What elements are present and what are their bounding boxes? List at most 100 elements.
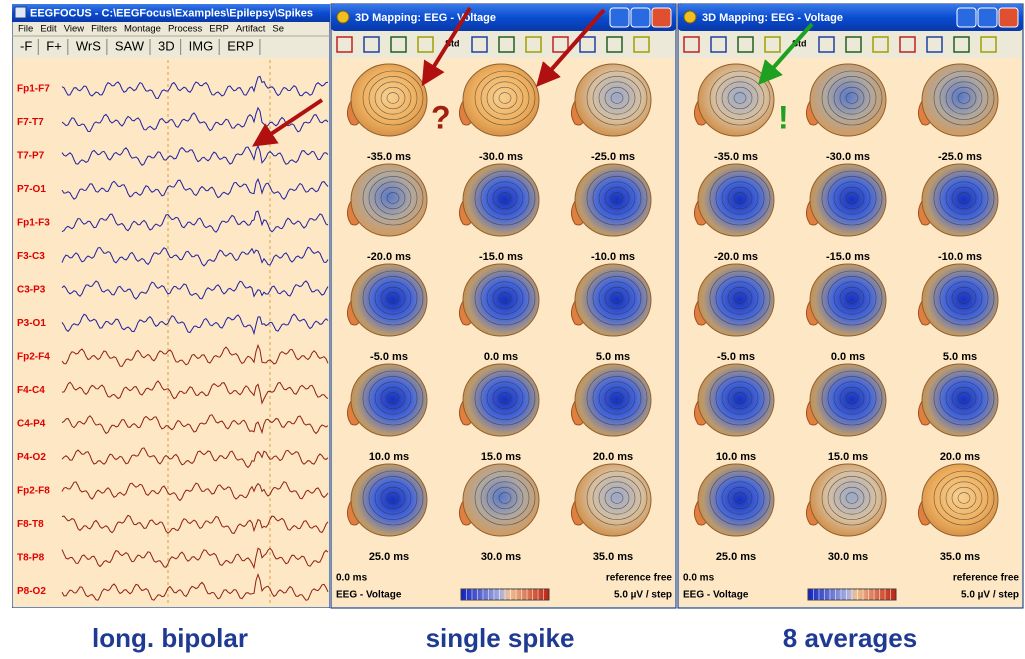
menu-item[interactable]: Artifact <box>236 24 266 35</box>
head-map <box>809 163 887 237</box>
toolbar-icon[interactable] <box>390 36 407 53</box>
contour <box>474 270 536 326</box>
toolbar-icon[interactable] <box>710 36 727 53</box>
contour <box>480 276 530 320</box>
window-close-button[interactable] <box>651 7 672 28</box>
channel-label: F3-C3 <box>17 251 45 262</box>
toolbar-icon[interactable] <box>953 36 970 53</box>
contour <box>945 381 983 415</box>
contour <box>486 81 524 115</box>
app-icon <box>336 10 350 24</box>
frame-label: -35.0 ms <box>367 151 411 163</box>
contour <box>586 470 648 526</box>
toolbar-button[interactable]: IMG <box>189 38 214 53</box>
toolbar-button[interactable]: Std <box>445 38 460 48</box>
contour <box>486 481 524 515</box>
menu-item[interactable]: Filters <box>91 24 117 35</box>
contour <box>380 86 406 110</box>
frame-label: -30.0 ms <box>479 151 523 163</box>
frame-label: 20.0 ms <box>940 451 980 463</box>
channel-label: Fp2-F4 <box>17 352 50 363</box>
head-map <box>921 263 999 337</box>
contour <box>821 470 883 526</box>
contour <box>945 481 983 515</box>
toolbar-icon[interactable] <box>417 36 434 53</box>
caption: single spike <box>426 623 575 653</box>
toolbar-icon[interactable] <box>552 36 569 53</box>
head-map <box>697 63 775 137</box>
window-min-button[interactable] <box>956 7 977 28</box>
menu-item[interactable]: Process <box>168 24 203 35</box>
contour <box>498 492 512 504</box>
head-map <box>462 463 540 537</box>
eeg-trace <box>61 514 329 535</box>
window-max-button[interactable] <box>977 7 998 28</box>
contour <box>951 386 977 410</box>
toolbar-icon[interactable] <box>633 36 650 53</box>
contour <box>486 381 524 415</box>
toolbar-icon[interactable] <box>336 36 353 53</box>
toolbar-icon[interactable] <box>606 36 623 53</box>
contour <box>721 481 759 515</box>
toolbar-button[interactable]: WrS <box>76 38 101 53</box>
toolbar-icon[interactable] <box>899 36 916 53</box>
toolbar-icon[interactable] <box>818 36 835 53</box>
channel-label: C3-P3 <box>17 285 46 296</box>
contour <box>368 276 418 320</box>
window-title: 3D Mapping: EEG - Voltage <box>355 12 496 24</box>
frame-label: -15.0 ms <box>479 251 523 263</box>
contour <box>380 386 406 410</box>
contour <box>362 270 424 326</box>
toolbar-button[interactable]: -F <box>20 38 32 53</box>
head-map <box>574 463 652 537</box>
toolbar-icon[interactable] <box>872 36 889 53</box>
menu-item[interactable]: Edit <box>40 24 57 35</box>
contour <box>933 170 995 226</box>
toolbar-button[interactable]: F+ <box>46 38 62 53</box>
contour <box>733 492 747 504</box>
toolbar-icon[interactable] <box>498 36 515 53</box>
window-close-button[interactable] <box>998 7 1019 28</box>
frame-label: 15.0 ms <box>828 451 868 463</box>
toolbar-icon[interactable] <box>980 36 997 53</box>
head-map <box>697 463 775 537</box>
eeg-trace <box>61 447 329 469</box>
eeg-plot <box>14 58 328 606</box>
menu-item[interactable]: Se <box>272 24 284 35</box>
window-max-button[interactable] <box>630 7 651 28</box>
head-map <box>809 463 887 537</box>
toolbar-icon[interactable] <box>926 36 943 53</box>
toolbar-button[interactable]: SAW <box>115 38 145 53</box>
menu-item[interactable]: View <box>64 24 85 35</box>
app-icon <box>14 6 27 19</box>
menu-item[interactable]: ERP <box>209 24 229 35</box>
toolbar-icon[interactable] <box>363 36 380 53</box>
contour <box>598 81 636 115</box>
frame-label: 30.0 ms <box>828 551 868 563</box>
contour <box>386 392 400 404</box>
contour <box>709 470 771 526</box>
eeg-trace <box>61 414 329 435</box>
toolbar-icon[interactable] <box>525 36 542 53</box>
toolbar-button[interactable]: Std <box>792 38 807 48</box>
annotation-arrow <box>536 8 606 87</box>
toolbar-button[interactable]: ERP <box>227 38 254 53</box>
toolbar-icon[interactable] <box>471 36 488 53</box>
toolbar-icon[interactable] <box>764 36 781 53</box>
toolbar-icon[interactable] <box>683 36 700 53</box>
channel-label: P8-O2 <box>17 586 46 597</box>
contour <box>721 281 759 315</box>
toolbar-icon[interactable] <box>845 36 862 53</box>
frame-label: -25.0 ms <box>938 151 982 163</box>
toolbar-icon[interactable] <box>579 36 596 53</box>
toolbar-icon[interactable] <box>737 36 754 53</box>
menu-item[interactable]: Montage <box>124 24 161 35</box>
contour <box>368 76 418 120</box>
toolbar-button[interactable]: 3D <box>158 38 175 53</box>
contour <box>727 186 753 210</box>
menu-item[interactable]: File <box>18 24 33 35</box>
window-min-button[interactable] <box>609 7 630 28</box>
head-map <box>921 63 999 137</box>
head-map <box>921 463 999 537</box>
